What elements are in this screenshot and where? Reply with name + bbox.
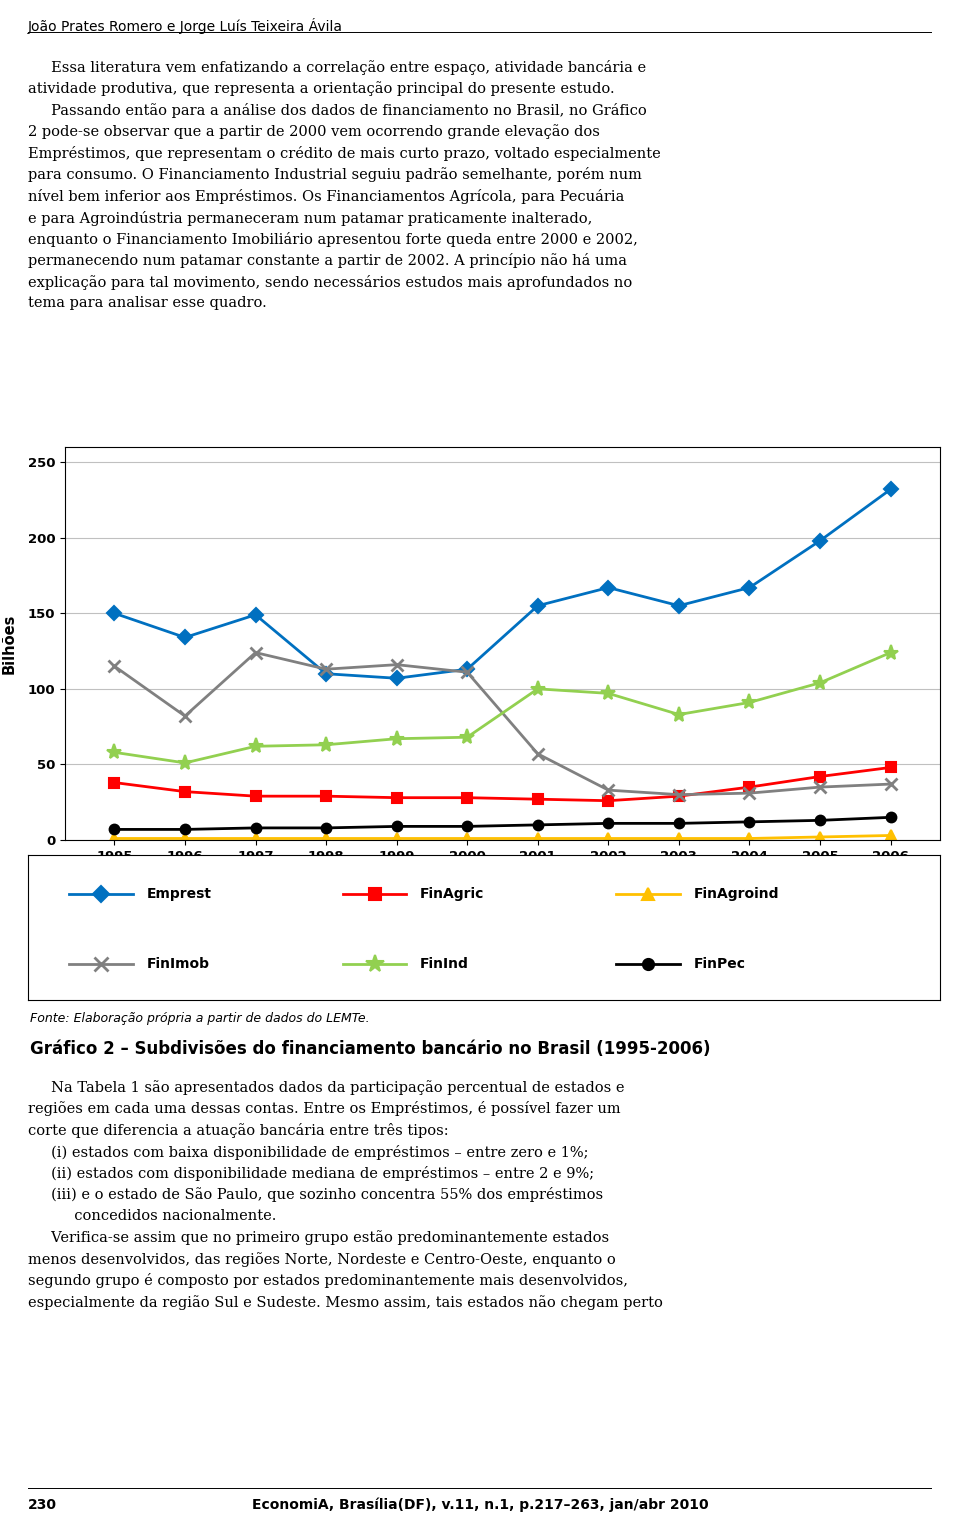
Text: segundo grupo é composto por estados predominantemente mais desenvolvidos,: segundo grupo é composto por estados pre… — [28, 1274, 628, 1289]
Text: Fonte: Elaboração própria a partir de dados do LEMTe.: Fonte: Elaboração própria a partir de da… — [30, 1012, 370, 1024]
Text: Gráfico 2 – Subdivisões do financiamento bancário no Brasil (1995-2006): Gráfico 2 – Subdivisões do financiamento… — [30, 1040, 710, 1058]
Text: FinAgric: FinAgric — [420, 888, 485, 901]
Text: concedidos nacionalmente.: concedidos nacionalmente. — [28, 1208, 276, 1224]
Text: e para Agroindústria permaneceram num patamar praticamente inalterado,: e para Agroindústria permaneceram num pa… — [28, 210, 592, 225]
Text: atividade produtiva, que representa a orientação principal do presente estudo.: atividade produtiva, que representa a or… — [28, 82, 614, 96]
Text: Verifica-se assim que no primeiro grupo estão predominantemente estados: Verifica-se assim que no primeiro grupo … — [28, 1231, 610, 1245]
Text: especialmente da região Sul e Sudeste. Mesmo assim, tais estados não chegam pert: especialmente da região Sul e Sudeste. M… — [28, 1295, 662, 1310]
Text: FinInd: FinInd — [420, 956, 469, 971]
Text: João Prates Romero e Jorge Luís Teixeira Ávila: João Prates Romero e Jorge Luís Teixeira… — [28, 18, 343, 33]
Text: tema para analisar esse quadro.: tema para analisar esse quadro. — [28, 296, 267, 310]
Text: explicação para tal movimento, sendo necessários estudos mais aprofundados no: explicação para tal movimento, sendo nec… — [28, 275, 633, 290]
Text: nível bem inferior aos Empréstimos. Os Financiamentos Agrícola, para Pecuária: nível bem inferior aos Empréstimos. Os F… — [28, 188, 624, 204]
Y-axis label: Bilhões: Bilhões — [2, 613, 17, 673]
Text: enquanto o Financiamento Imobiliário apresentou forte queda entre 2000 e 2002,: enquanto o Financiamento Imobiliário apr… — [28, 233, 637, 246]
Text: corte que diferencia a atuação bancária entre três tipos:: corte que diferencia a atuação bancária … — [28, 1123, 448, 1138]
Text: 2 pode-se observar que a partir de 2000 vem ocorrendo grande elevação dos: 2 pode-se observar que a partir de 2000 … — [28, 125, 600, 140]
Text: Empréstimos, que representam o crédito de mais curto prazo, voltado especialment: Empréstimos, que representam o crédito d… — [28, 146, 660, 161]
Text: Passando então para a análise dos dados de financiamento no Brasil, no Gráfico: Passando então para a análise dos dados … — [28, 103, 647, 119]
Text: para consumo. O Financiamento Industrial seguiu padrão semelhante, porém num: para consumo. O Financiamento Industrial… — [28, 167, 642, 182]
Text: permanecendo num patamar constante a partir de 2002. A princípio não há uma: permanecendo num patamar constante a par… — [28, 254, 627, 269]
Text: FinAgroind: FinAgroind — [694, 888, 780, 901]
Text: (i) estados com baixa disponibilidade de empréstimos – entre zero e 1%;: (i) estados com baixa disponibilidade de… — [28, 1145, 588, 1160]
Text: 230: 230 — [28, 1499, 57, 1512]
Text: (ii) estados com disponibilidade mediana de empréstimos – entre 2 e 9%;: (ii) estados com disponibilidade mediana… — [28, 1166, 594, 1181]
Text: regiões em cada uma dessas contas. Entre os Empréstimos, é possível fazer um: regiões em cada uma dessas contas. Entre… — [28, 1102, 620, 1117]
Text: Na Tabela 1 são apresentados dados da participação percentual de estados e: Na Tabela 1 são apresentados dados da pa… — [28, 1081, 625, 1094]
Text: Essa literatura vem enfatizando a correlação entre espaço, atividade bancária e: Essa literatura vem enfatizando a correl… — [28, 59, 646, 74]
Text: FinPec: FinPec — [694, 956, 746, 971]
Text: Emprest: Emprest — [147, 888, 211, 901]
Text: EconomiA, Brasília(DF), v.11, n.1, p.217–263, jan/abr 2010: EconomiA, Brasília(DF), v.11, n.1, p.217… — [252, 1499, 708, 1512]
Text: FinImob: FinImob — [147, 956, 209, 971]
Text: (iii) e o estado de São Paulo, que sozinho concentra 55% dos empréstimos: (iii) e o estado de São Paulo, que sozin… — [28, 1187, 603, 1202]
Text: menos desenvolvidos, das regiões Norte, Nordeste e Centro-Oeste, enquanto o: menos desenvolvidos, das regiões Norte, … — [28, 1252, 615, 1266]
